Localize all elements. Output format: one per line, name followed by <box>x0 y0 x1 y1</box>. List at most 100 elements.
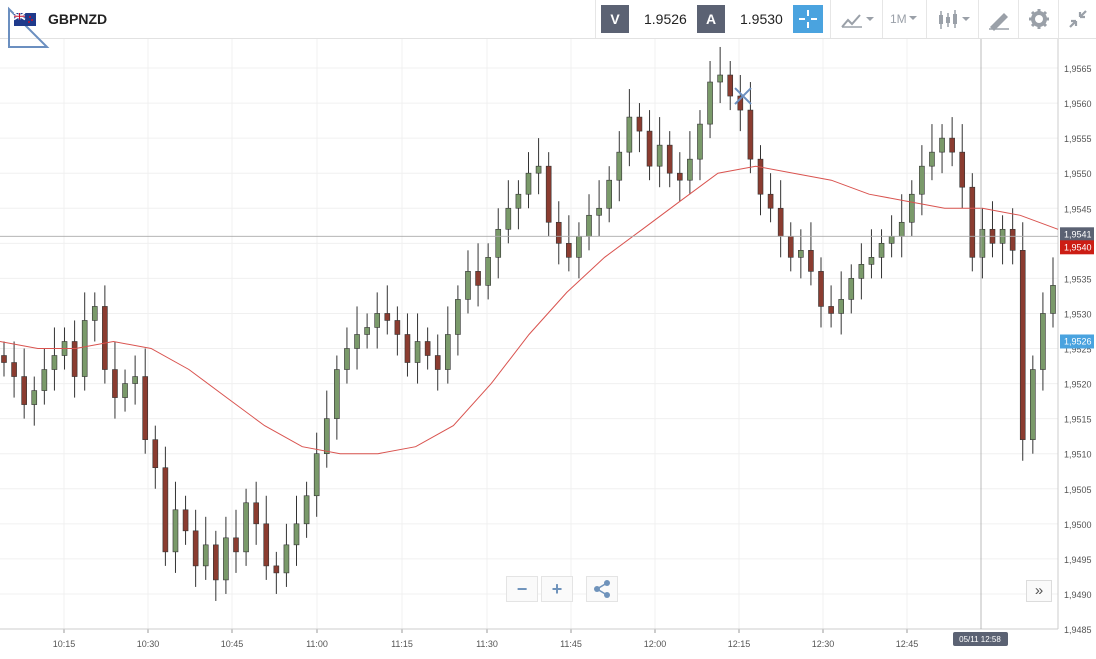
zoom-in-button[interactable]: + <box>541 576 573 602</box>
candle-up <box>656 144 663 167</box>
candle-down <box>253 502 259 525</box>
y-axis-tick-label: 1,9495 <box>1064 555 1092 565</box>
candle-up <box>293 523 300 546</box>
candle-up <box>283 544 290 574</box>
candle-down <box>102 306 108 370</box>
zoom-out-button[interactable]: − <box>506 576 538 602</box>
candle-up <box>1030 369 1036 440</box>
y-axis-tick-label: 1,9530 <box>1064 309 1092 319</box>
candle-down <box>152 439 159 469</box>
candles-button[interactable] <box>934 5 974 33</box>
candle-up <box>878 243 885 258</box>
candle-down <box>384 313 391 321</box>
candle-down <box>1009 228 1016 251</box>
candle-up <box>586 214 592 237</box>
x-axis-tick-label: 12:30 <box>812 639 835 649</box>
crosshair-button[interactable] <box>793 5 823 33</box>
candle-down <box>182 509 189 532</box>
toolbar-divider <box>978 0 979 38</box>
candle-down <box>818 271 824 307</box>
candle-up <box>858 264 865 279</box>
candle-up <box>908 193 915 223</box>
candle-up <box>979 228 986 258</box>
timeframe-button[interactable]: 1M <box>886 5 922 33</box>
y-axis-tick-label: 1,9510 <box>1064 450 1092 460</box>
candle-up <box>122 383 128 398</box>
candle-up <box>939 137 945 153</box>
y-axis-tick-label: 1,9550 <box>1064 169 1092 179</box>
price-chart[interactable]: 1,9485 1,9490 1,9495 1,9500 1,9505 1,9510 1,95… <box>0 39 1096 659</box>
toolbar-divider <box>595 0 596 38</box>
timeframe-label: 1M <box>890 12 907 26</box>
candle-down <box>71 341 78 377</box>
candle-up <box>243 502 249 553</box>
y-axis-tick-label: 1,9525 <box>1064 345 1092 355</box>
toolbar-divider <box>882 0 883 38</box>
candle-up <box>1050 285 1056 314</box>
candle-down <box>112 369 118 398</box>
candle-up <box>202 544 209 567</box>
candle-up <box>576 236 582 258</box>
y-axis-tick-label: 1,9515 <box>1064 415 1092 425</box>
candle-up <box>364 327 370 335</box>
candle-up <box>505 207 512 230</box>
candle-up <box>626 116 633 153</box>
candle-up <box>455 299 461 335</box>
ask-price[interactable]: 1.9530 <box>740 11 783 27</box>
candle-down <box>949 137 955 153</box>
candle-up <box>495 228 502 258</box>
candle-down <box>475 271 481 286</box>
x-axis-tick-label: 10:15 <box>53 639 76 649</box>
candle-down <box>969 186 976 258</box>
y-axis-tick-label: 1,9560 <box>1064 99 1092 109</box>
x-axis-tick-label: 12:45 <box>896 639 919 649</box>
candle-down <box>233 537 239 553</box>
candle-down <box>192 530 199 567</box>
candle-up <box>606 179 612 209</box>
x-axis-tick-label: 11:45 <box>560 639 582 649</box>
candle-up <box>354 334 360 349</box>
ma-price-tag: 1,9540 <box>1064 242 1092 252</box>
share-button[interactable] <box>586 576 618 602</box>
candle-up <box>81 320 88 377</box>
toolbar-divider <box>1058 0 1059 38</box>
candle-up <box>172 509 179 553</box>
candle-up <box>1040 313 1046 370</box>
candle-down <box>777 207 784 237</box>
share-icon <box>594 580 610 598</box>
crosshair-time-tag: 05/11 12:58 <box>959 635 1001 644</box>
bid-price[interactable]: 1.9526 <box>644 11 687 27</box>
x-axis-tick-label: 11:15 <box>391 639 413 649</box>
candle-down <box>959 151 966 188</box>
x-axis-tick-label: 10:30 <box>137 639 160 649</box>
y-axis-tick-label: 1,9520 <box>1064 380 1092 390</box>
x-axis-tick-label: 10:45 <box>221 639 244 649</box>
candle-up <box>515 193 522 209</box>
candle-up <box>888 236 895 244</box>
marker-x-icon <box>734 87 752 105</box>
candle-up <box>616 151 623 181</box>
candle-up <box>848 278 855 300</box>
candle-down <box>787 236 794 258</box>
y-axis-tick-label: 1,9535 <box>1064 274 1092 284</box>
crosshair-price-tag: 1,9541 <box>1064 229 1092 239</box>
moving-average-line <box>0 165 1059 455</box>
x-axis-tick-label: 11:00 <box>306 639 328 649</box>
chart-type-button[interactable] <box>838 5 878 33</box>
bid-label: V <box>601 5 629 33</box>
drawing-button[interactable] <box>984 5 1014 33</box>
candle-down <box>1 355 7 363</box>
scroll-to-end-button[interactable]: » <box>1026 580 1052 602</box>
line-chart-icon <box>841 14 874 28</box>
y-axis-tick-label: 1,9545 <box>1064 204 1092 214</box>
fullscreen-button[interactable] <box>1063 5 1093 33</box>
candle-up <box>414 341 421 363</box>
candle-down <box>747 109 754 160</box>
settings-button[interactable] <box>1024 5 1054 33</box>
candle-up <box>919 165 925 195</box>
candle-up <box>929 151 935 167</box>
candle-up <box>41 369 48 391</box>
flag-nz-icon <box>14 13 36 26</box>
chevron-down-icon <box>909 16 917 20</box>
candle-down <box>737 95 744 111</box>
